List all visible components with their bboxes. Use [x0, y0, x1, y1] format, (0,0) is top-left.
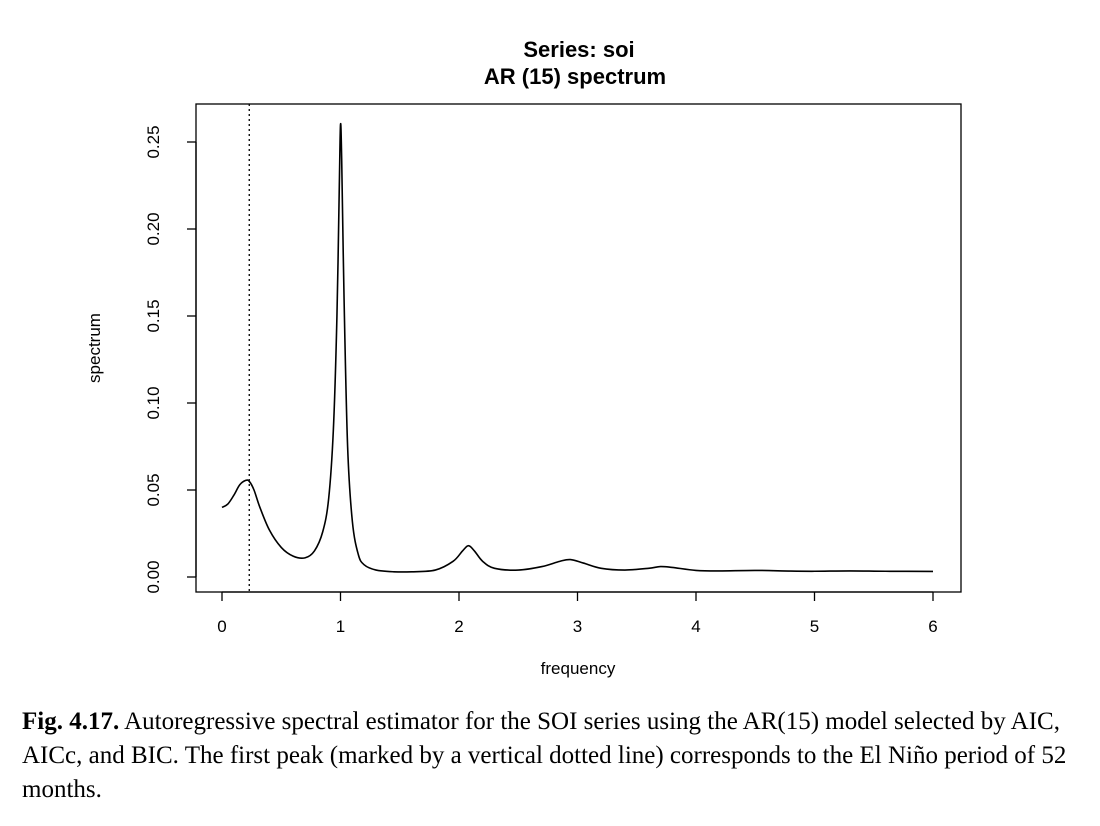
x-tick-label: 3: [573, 617, 582, 636]
y-tick-label: 0.15: [144, 299, 163, 332]
y-tick-label: 0.00: [144, 560, 163, 593]
x-tick-label: 2: [454, 617, 463, 636]
spectrum-chart: Series: soi AR (15) spectrum 0 1 2 3 4 5 6 0.0…: [85, 37, 962, 678]
x-tick-label: 5: [810, 617, 819, 636]
x-tick-label: 1: [336, 617, 345, 636]
y-axis-label: spectrum: [85, 313, 104, 383]
x-axis-label: frequency: [541, 659, 616, 678]
caption-text: Autoregressive spectral estimator for th…: [22, 708, 1067, 803]
caption-label: Fig. 4.17.: [22, 708, 120, 735]
y-tick-label: 0.20: [144, 212, 163, 245]
x-tick-label: 4: [691, 617, 700, 636]
figure-caption: Fig. 4.17. Autoregressive spectral estim…: [22, 705, 1082, 807]
x-tick-label: 0: [217, 617, 226, 636]
chart-title: Series: soi: [523, 37, 634, 62]
y-tick-label: 0.05: [144, 473, 163, 506]
y-tick-label: 0.25: [144, 125, 163, 158]
x-tick-label: 6: [928, 617, 937, 636]
chart-subtitle: AR (15) spectrum: [484, 64, 666, 89]
plot-frame: [195, 103, 962, 593]
y-axis: 0.00 0.05 0.10 0.15 0.20 0.25: [144, 125, 197, 594]
x-axis: 0 1 2 3 4 5 6: [217, 591, 938, 636]
y-tick-label: 0.10: [144, 386, 163, 419]
series-line-spectrum: [221, 122, 934, 573]
